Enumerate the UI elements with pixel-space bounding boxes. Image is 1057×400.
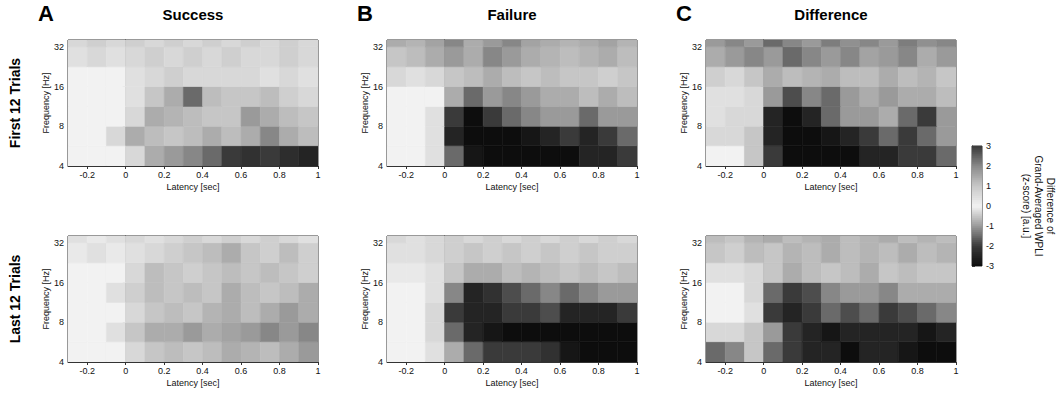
svg-text:0: 0 — [123, 366, 128, 376]
svg-text:0.8: 0.8 — [911, 366, 924, 376]
svg-text:Frequency [Hz]: Frequency [Hz] — [679, 268, 689, 329]
svg-text:8: 8 — [697, 317, 702, 327]
svg-text:Frequency [Hz]: Frequency [Hz] — [41, 72, 51, 133]
svg-text:8: 8 — [378, 121, 383, 131]
svg-text:Latency [sec]: Latency [sec] — [804, 378, 857, 388]
svg-text:4: 4 — [378, 161, 383, 171]
svg-text:-3: -3 — [986, 261, 994, 271]
svg-text:Latency [sec]: Latency [sec] — [166, 378, 219, 388]
svg-text:1: 1 — [315, 366, 320, 376]
svg-text:-0.2: -0.2 — [398, 170, 414, 180]
svg-text:0.2: 0.2 — [158, 170, 171, 180]
svg-text:Latency [sec]: Latency [sec] — [804, 182, 857, 192]
svg-text:0: 0 — [442, 366, 447, 376]
svg-text:0.8: 0.8 — [592, 170, 605, 180]
svg-text:1: 1 — [953, 170, 958, 180]
svg-text:0.6: 0.6 — [873, 366, 886, 376]
svg-text:Latency [sec]: Latency [sec] — [485, 378, 538, 388]
svg-text:(z-score) [a.u.]: (z-score) [a.u.] — [1021, 174, 1032, 239]
svg-text:1: 1 — [634, 170, 639, 180]
svg-text:4: 4 — [378, 357, 383, 367]
svg-text:4: 4 — [59, 161, 64, 171]
svg-text:0.6: 0.6 — [554, 366, 567, 376]
svg-text:0.8: 0.8 — [273, 366, 286, 376]
svg-text:8: 8 — [59, 317, 64, 327]
svg-text:Latency [sec]: Latency [sec] — [166, 182, 219, 192]
svg-text:Success: Success — [163, 6, 224, 23]
svg-text:4: 4 — [697, 357, 702, 367]
svg-text:16: 16 — [692, 278, 702, 288]
svg-text:-0.2: -0.2 — [79, 170, 95, 180]
svg-text:-0.2: -0.2 — [717, 170, 733, 180]
svg-text:32: 32 — [54, 42, 64, 52]
svg-text:0.4: 0.4 — [196, 170, 209, 180]
svg-text:-0.2: -0.2 — [398, 366, 414, 376]
svg-text:0.6: 0.6 — [235, 170, 248, 180]
svg-text:Frequency [Hz]: Frequency [Hz] — [41, 268, 51, 329]
svg-text:16: 16 — [54, 82, 64, 92]
svg-text:0.4: 0.4 — [834, 170, 847, 180]
svg-text:16: 16 — [373, 82, 383, 92]
svg-text:C: C — [676, 1, 692, 26]
svg-text:3: 3 — [986, 141, 991, 151]
svg-text:1: 1 — [953, 366, 958, 376]
svg-text:0.2: 0.2 — [158, 366, 171, 376]
svg-text:0.2: 0.2 — [477, 170, 490, 180]
svg-text:0.2: 0.2 — [796, 170, 809, 180]
svg-text:0.2: 0.2 — [477, 366, 490, 376]
svg-text:0.6: 0.6 — [873, 170, 886, 180]
svg-text:-0.2: -0.2 — [717, 366, 733, 376]
svg-text:Frequency [Hz]: Frequency [Hz] — [360, 72, 370, 133]
svg-text:1: 1 — [986, 181, 991, 191]
svg-text:8: 8 — [697, 121, 702, 131]
svg-text:8: 8 — [378, 317, 383, 327]
svg-text:16: 16 — [54, 278, 64, 288]
svg-text:32: 32 — [373, 42, 383, 52]
svg-text:Last 12 Trials: Last 12 Trials — [7, 254, 23, 343]
svg-text:0: 0 — [442, 170, 447, 180]
svg-text:1: 1 — [315, 170, 320, 180]
svg-text:0.4: 0.4 — [196, 366, 209, 376]
svg-text:-2: -2 — [986, 241, 994, 251]
svg-text:0.6: 0.6 — [554, 170, 567, 180]
svg-text:0.8: 0.8 — [592, 366, 605, 376]
svg-text:0.8: 0.8 — [273, 170, 286, 180]
svg-text:32: 32 — [692, 238, 702, 248]
svg-text:16: 16 — [373, 278, 383, 288]
svg-text:Grand-Averaged WPLI: Grand-Averaged WPLI — [1033, 156, 1044, 257]
svg-text:32: 32 — [54, 238, 64, 248]
svg-text:First 12 Trials: First 12 Trials — [7, 58, 23, 148]
svg-text:0: 0 — [761, 366, 766, 376]
svg-text:Frequency [Hz]: Frequency [Hz] — [679, 72, 689, 133]
svg-text:Failure: Failure — [487, 6, 536, 23]
svg-text:4: 4 — [59, 357, 64, 367]
svg-text:0.8: 0.8 — [911, 170, 924, 180]
svg-text:0.4: 0.4 — [515, 170, 528, 180]
svg-text:0.2: 0.2 — [796, 366, 809, 376]
svg-text:8: 8 — [59, 121, 64, 131]
svg-text:0: 0 — [761, 170, 766, 180]
svg-text:-0.2: -0.2 — [79, 366, 95, 376]
svg-text:32: 32 — [373, 238, 383, 248]
svg-text:0.6: 0.6 — [235, 366, 248, 376]
svg-text:32: 32 — [692, 42, 702, 52]
svg-text:0: 0 — [986, 201, 991, 211]
svg-text:B: B — [357, 1, 373, 26]
svg-text:Difference of: Difference of — [1045, 178, 1056, 235]
svg-text:0.4: 0.4 — [515, 366, 528, 376]
svg-text:4: 4 — [697, 161, 702, 171]
svg-text:1: 1 — [634, 366, 639, 376]
svg-text:0: 0 — [123, 170, 128, 180]
svg-text:A: A — [38, 1, 54, 26]
svg-text:0.4: 0.4 — [834, 366, 847, 376]
svg-text:Latency [sec]: Latency [sec] — [485, 182, 538, 192]
svg-text:Difference: Difference — [794, 6, 867, 23]
svg-text:16: 16 — [692, 82, 702, 92]
svg-text:-1: -1 — [986, 221, 994, 231]
svg-text:Frequency [Hz]: Frequency [Hz] — [360, 268, 370, 329]
svg-text:2: 2 — [986, 161, 991, 171]
